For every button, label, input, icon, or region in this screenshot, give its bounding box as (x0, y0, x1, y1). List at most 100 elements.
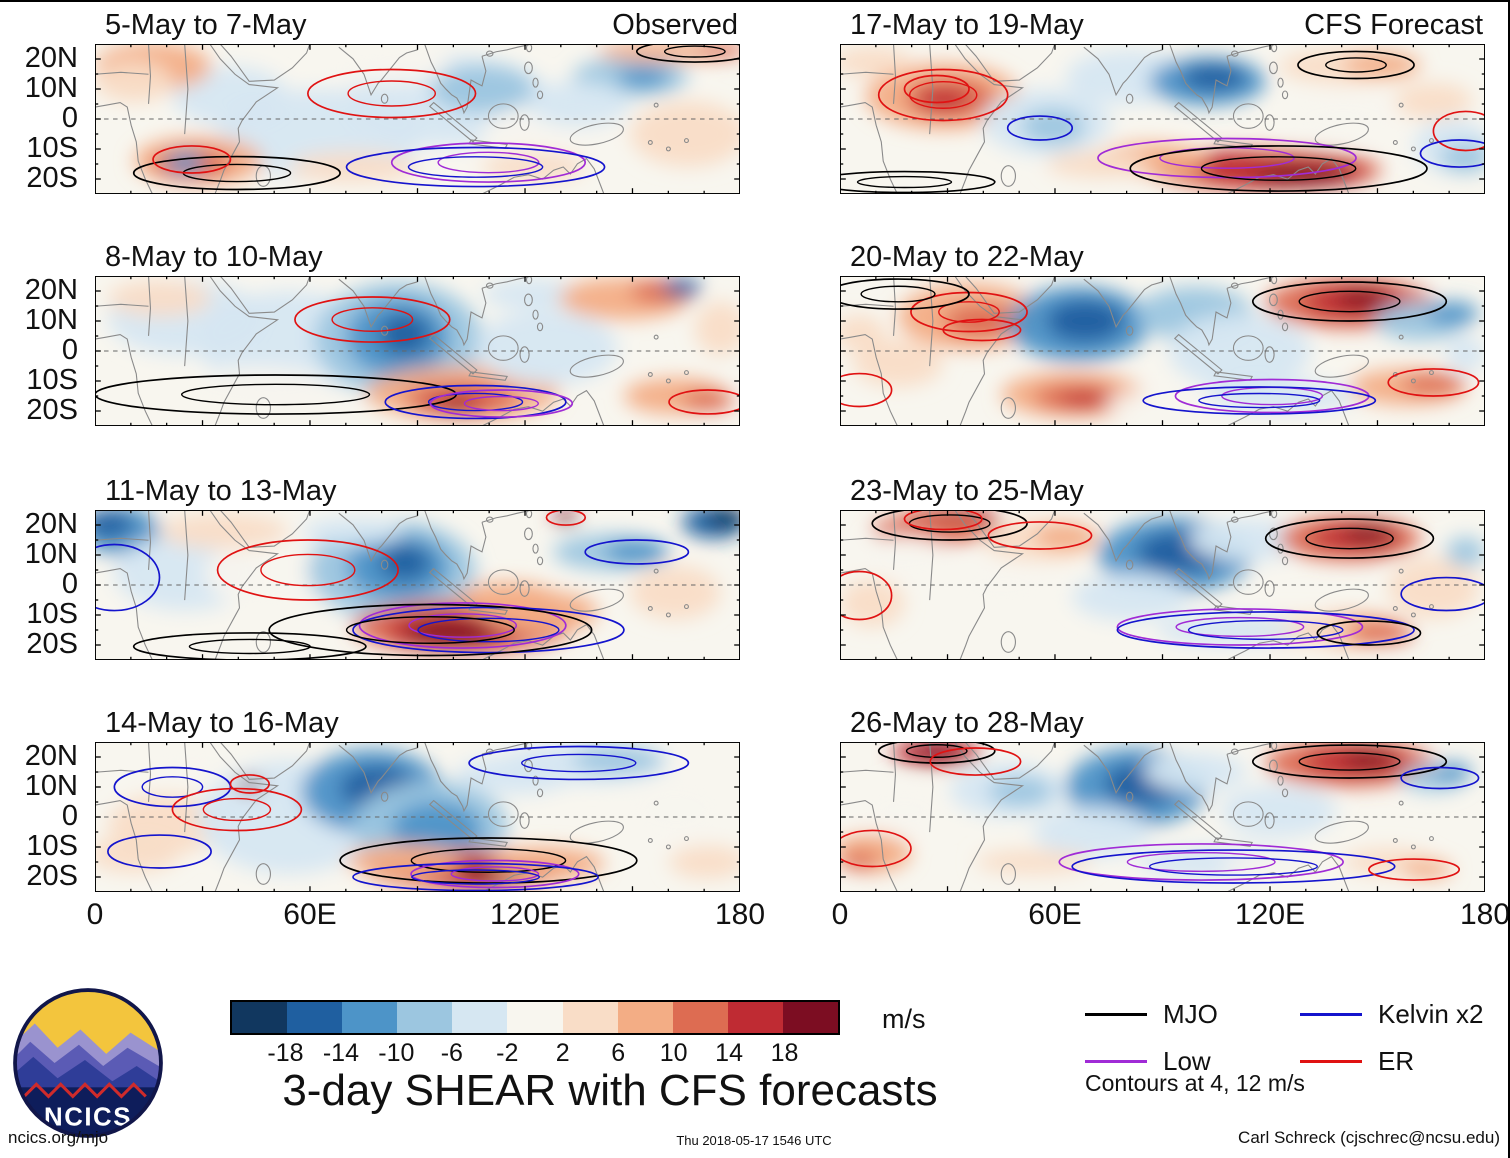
colorbar-tick-label: 14 (715, 1039, 743, 1067)
map-panel (95, 510, 740, 660)
footer-url: ncics.org/mjo (8, 1128, 109, 1147)
colorbar-swatch (727, 1002, 783, 1033)
y-tick-label: 20S (26, 859, 78, 892)
y-tick-label: 20N (24, 739, 78, 772)
colorbar-labels: -18 -14 -10 -6 -2 2 6 10 14 18 (230, 1039, 840, 1069)
figure-title: 3-day SHEAR with CFS forecasts (282, 1066, 938, 1115)
x-tick-label: 120E (489, 898, 561, 931)
y-tick-label: 10N (24, 769, 78, 802)
ncics-logo: NCICS (12, 987, 164, 1139)
colorbar-tick-label: 6 (611, 1039, 626, 1067)
legend-line-swatch (1085, 1060, 1147, 1063)
colorbar-swatch (452, 1002, 508, 1033)
y-tick-label: 20N (24, 41, 78, 74)
y-tick-label: 0 (61, 799, 78, 832)
colorbar: -18 -14 -10 -6 -2 2 6 10 14 18 (230, 1000, 840, 1069)
legend-line-swatch (1300, 1013, 1362, 1016)
map-panel (840, 742, 1485, 892)
panel-title: 14-May to 16-May (105, 707, 339, 740)
y-tick-label: 0 (61, 567, 78, 600)
legend-item: Kelvin x2 (1300, 999, 1484, 1030)
colorbar-swatch (507, 1002, 563, 1033)
colorbar-swatch (287, 1002, 343, 1033)
colorbar-swatch (232, 1002, 288, 1033)
panel-title: 11-May to 13-May (105, 475, 337, 508)
colorbar-tick-label: 18 (770, 1039, 799, 1067)
shear-map-svg (95, 510, 740, 660)
map-panel (95, 742, 740, 892)
map-panel (840, 44, 1485, 194)
colorbar-swatch (562, 1002, 618, 1033)
panel-title: 8-May to 10-May (105, 241, 323, 274)
y-tick-label: 20N (24, 507, 78, 540)
map-panel (95, 276, 740, 426)
x-tick-label: 60E (283, 898, 337, 931)
contour-legend: MJO Kelvin x2 Low ER (1085, 999, 1484, 1077)
legend-label: Low (1163, 1046, 1211, 1076)
x-axis-labels-left: 0 60E 120E 180 (87, 898, 765, 934)
colorbar-swatch (617, 1002, 673, 1033)
contour-levels-note: Contours at 4, 12 m/s (1085, 1070, 1305, 1096)
map-panel (840, 510, 1485, 660)
panel-title: 26-May to 28-May (850, 707, 1084, 740)
shear-map-svg (840, 510, 1485, 660)
y-tick-label: 0 (61, 101, 78, 134)
observed-column: 5-May to 7-May Observed 8-May to 10-May … (95, 2, 740, 962)
colorbar-swatch (782, 1002, 839, 1033)
y-axis-labels: 20N 10N 0 10S 20S (0, 739, 86, 892)
colorbar-tick-label: -18 (267, 1039, 304, 1067)
panel-title: 17-May to 19-May (850, 9, 1084, 42)
colorbar-tick-label: -14 (322, 1039, 359, 1067)
legend-item: Low (1085, 1046, 1300, 1077)
y-tick-label: 10N (24, 303, 78, 336)
x-tick-label: 0 (831, 898, 849, 931)
shear-map-svg (840, 276, 1485, 426)
map-panel (95, 44, 740, 194)
shear-map-svg (840, 742, 1485, 892)
x-tick-label: 180 (714, 898, 766, 931)
forecast-column: 17-May to 19-May CFS Forecast 20-May to … (840, 2, 1485, 962)
map-panel (840, 276, 1485, 426)
legend-label: ER (1378, 1046, 1415, 1076)
y-tick-label: 0 (61, 333, 78, 366)
y-tick-label: 20S (26, 161, 78, 194)
y-tick-label: 10S (26, 131, 78, 164)
shear-map-svg (95, 742, 740, 892)
colorbar-swatches (230, 1000, 840, 1035)
legend-line-swatch (1300, 1060, 1362, 1063)
colorbar-swatch (342, 1002, 398, 1033)
y-tick-label: 20S (26, 627, 78, 660)
y-axis-labels: 20N 10N 0 10S 20S (0, 41, 86, 194)
y-tick-label: 10S (26, 829, 78, 862)
colorbar-swatch (672, 1002, 728, 1033)
footer-timestamp: Thu 2018-05-17 1546 UTC (676, 1133, 832, 1148)
shear-map-svg (840, 44, 1485, 194)
x-tick-label: 60E (1028, 898, 1082, 931)
legend-item: ER (1300, 1046, 1484, 1077)
colorbar-swatch (397, 1002, 453, 1033)
x-axis-labels-right: 0 60E 120E 180 (832, 898, 1508, 934)
colorbar-units: m/s (882, 1004, 926, 1034)
colorbar-tick-label: -10 (378, 1039, 415, 1067)
x-tick-label: 180 (1459, 898, 1510, 931)
legend-label: Kelvin x2 (1378, 999, 1484, 1029)
colorbar-tick-label: 2 (555, 1039, 570, 1067)
x-tick-label: 120E (1234, 898, 1306, 931)
y-tick-label: 20S (26, 393, 78, 426)
legend-item: MJO (1085, 999, 1300, 1030)
column-header-observed: Observed (612, 9, 738, 42)
colorbar-tick-label: -6 (440, 1039, 463, 1067)
footer-author: Carl Schreck (cjschrec@ncsu.edu) (1238, 1128, 1500, 1147)
y-tick-label: 10S (26, 597, 78, 630)
panel-title: 5-May to 7-May (105, 9, 307, 42)
y-tick-label: 10N (24, 537, 78, 570)
shear-map-svg (95, 44, 740, 194)
shear-map-svg (95, 276, 740, 426)
ncics-logo-text: NCICS (44, 1103, 132, 1131)
colorbar-tick-label: -2 (496, 1039, 519, 1067)
y-tick-label: 10N (24, 71, 78, 104)
panel-title: 20-May to 22-May (850, 241, 1084, 274)
panel-title: 23-May to 25-May (850, 475, 1084, 508)
x-tick-label: 0 (86, 898, 104, 931)
